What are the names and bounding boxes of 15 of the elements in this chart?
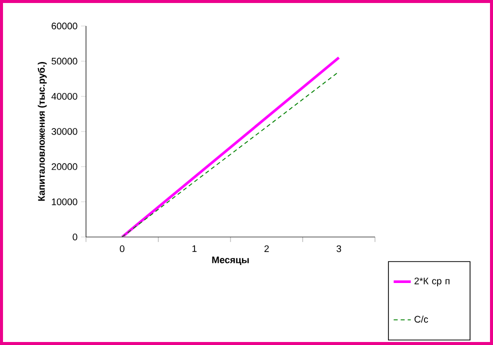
x-tick-label: 3 (336, 245, 342, 252)
y-tick-label: 50000 (52, 58, 78, 65)
y-tick-label: 10000 (52, 198, 78, 206)
y-tick-label: 60000 (52, 22, 78, 30)
x-tick-label: 2 (264, 245, 269, 252)
x-tick-label: 1 (192, 245, 197, 252)
legend-label: 2*К ср п (414, 278, 450, 286)
y-tick-label: 40000 (51, 92, 78, 100)
x-axis-title: Месяцы (212, 256, 249, 266)
legend-label: С/с (414, 316, 428, 323)
y-axis-title: Капиталовложения (тыс.руб.) (38, 62, 47, 201)
x-tick-label: 0 (120, 245, 124, 252)
y-tick-label: 30000 (52, 128, 78, 135)
y-tick-label: 20000 (52, 163, 78, 170)
y-tick-label: 0 (72, 234, 78, 240)
